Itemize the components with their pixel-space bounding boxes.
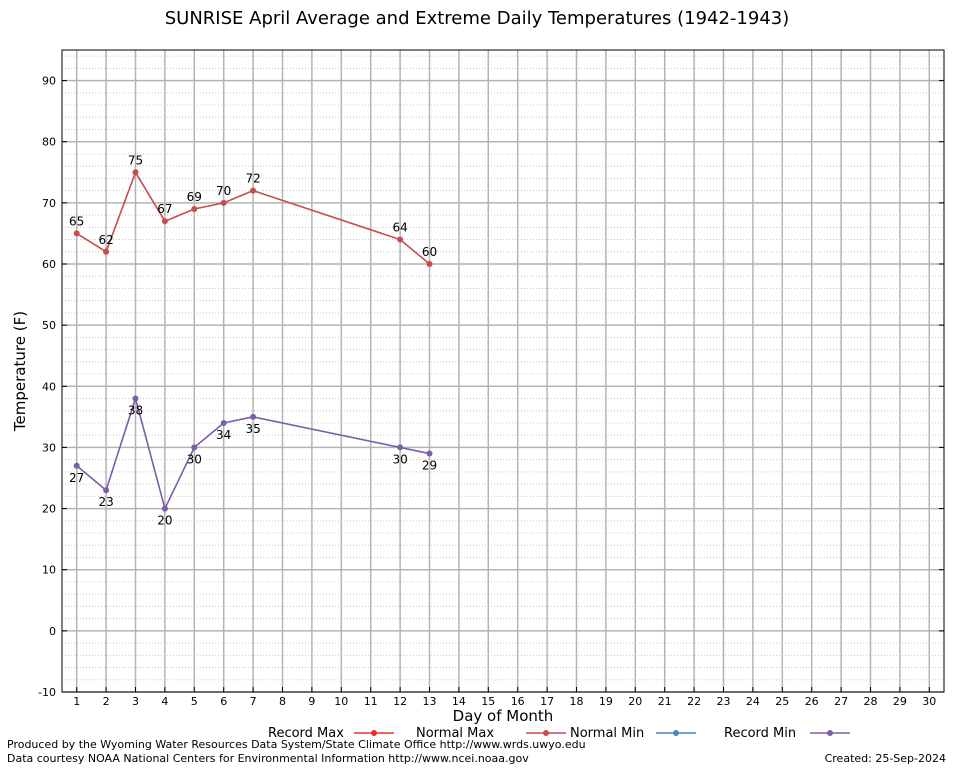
- x-tick-label: 23: [717, 695, 731, 708]
- y-tick-label: 30: [42, 441, 56, 454]
- y-axis-label: Temperature (F): [11, 311, 29, 432]
- normal-max-point: [397, 236, 404, 243]
- y-tick-label: 0: [49, 625, 56, 638]
- plot-frame: [61, 49, 945, 693]
- normal-max-point: [191, 205, 198, 212]
- x-tick-label: 10: [334, 695, 348, 708]
- normal-max-data-label: 75: [128, 153, 143, 167]
- normal-max-data-label: 67: [157, 202, 172, 216]
- legend-marker-normal-min: [673, 730, 679, 736]
- normal-max-point: [132, 169, 139, 176]
- record-min-point: [191, 444, 198, 451]
- record-min-data-label: 30: [392, 452, 407, 466]
- x-tick-label: 22: [687, 695, 701, 708]
- x-tick-label: 11: [364, 695, 378, 708]
- normal-max-data-label: 69: [187, 190, 202, 204]
- y-tick-label: 60: [42, 258, 56, 271]
- legend-marker-record-min: [827, 730, 833, 736]
- normal-max-data-label: 65: [69, 214, 84, 228]
- legend-marker-record-max: [371, 730, 377, 736]
- normal-max-data-label: 70: [216, 184, 231, 198]
- x-tick-label: 30: [922, 695, 936, 708]
- x-tick-label: 16: [511, 695, 525, 708]
- record-min-data-label: 35: [245, 422, 260, 436]
- normal-max-point: [103, 248, 110, 255]
- x-tick-label: 5: [191, 695, 198, 708]
- record-min-data-label: 23: [98, 495, 113, 509]
- x-tick-label: 4: [161, 695, 168, 708]
- footer-created-date: Created: 25-Sep-2024: [824, 752, 946, 765]
- record-min-data-label: 30: [187, 452, 202, 466]
- x-tick-label: 24: [746, 695, 760, 708]
- legend-label-normal-max: Normal Max: [416, 726, 494, 741]
- x-tick-label: 26: [805, 695, 819, 708]
- record-min-point: [132, 395, 139, 402]
- x-tick-label: 1: [73, 695, 80, 708]
- normal-max-point: [161, 218, 168, 225]
- x-tick-label: 6: [220, 695, 227, 708]
- record-min-point: [397, 444, 404, 451]
- x-axis-label: Day of Month: [453, 707, 554, 725]
- x-tick-label: 27: [834, 695, 848, 708]
- x-tick-label: 19: [599, 695, 613, 708]
- normal-max-data-label: 64: [392, 221, 407, 235]
- x-tick-label: 3: [132, 695, 139, 708]
- x-tick-label: 9: [308, 695, 315, 708]
- y-tick-label: 20: [42, 503, 56, 516]
- normal-max-point: [73, 230, 80, 237]
- record-min-point: [161, 505, 168, 512]
- chart-title: SUNRISE April Average and Extreme Daily …: [164, 8, 790, 29]
- normal-max-data-label: 72: [245, 172, 260, 186]
- x-tick-label: 17: [540, 695, 554, 708]
- record-min-data-label: 29: [422, 459, 437, 473]
- record-min-point: [103, 487, 110, 494]
- normal-max-data-label: 62: [98, 233, 113, 247]
- y-tick-label: 70: [42, 197, 56, 210]
- x-tick-label: 2: [103, 695, 110, 708]
- x-tick-label: 12: [393, 695, 407, 708]
- record-min-point: [426, 450, 433, 457]
- record-min-point: [250, 413, 257, 420]
- legend-label-record-min: Record Min: [724, 726, 796, 741]
- y-tick-label: 40: [42, 380, 56, 393]
- x-tick-label: 15: [481, 695, 495, 708]
- x-tick-label: 25: [775, 695, 789, 708]
- y-tick-label: 80: [42, 136, 56, 149]
- x-tick-label: 18: [570, 695, 584, 708]
- x-tick-label: 8: [279, 695, 286, 708]
- y-tick-label: 50: [42, 319, 56, 332]
- record-min-data-label: 38: [128, 404, 143, 418]
- legend-label-normal-min: Normal Min: [570, 726, 644, 741]
- x-tick-label: 7: [250, 695, 257, 708]
- x-tick-label: 28: [864, 695, 878, 708]
- y-tick-label: -10: [38, 686, 56, 699]
- legend-marker-normal-max: [543, 730, 549, 736]
- record-min-data-label: 20: [157, 514, 172, 528]
- footer-data-courtesy: Data courtesy NOAA National Centers for …: [7, 752, 529, 765]
- record-min-data-label: 27: [69, 471, 84, 485]
- x-tick-label: 14: [452, 695, 466, 708]
- x-tick-label: 13: [423, 695, 437, 708]
- normal-max-data-label: 60: [422, 245, 437, 259]
- record-min-point: [73, 462, 80, 469]
- legend-label-record-max: Record Max: [268, 726, 344, 741]
- y-tick-label: 90: [42, 75, 56, 88]
- x-tick-label: 29: [893, 695, 907, 708]
- record-min-point: [220, 419, 227, 426]
- record-min-data-label: 34: [216, 428, 231, 442]
- normal-max-point: [220, 199, 227, 206]
- x-tick-label: 21: [658, 695, 672, 708]
- normal-max-point: [250, 187, 257, 194]
- y-tick-label: 10: [42, 564, 56, 577]
- normal-max-point: [426, 261, 433, 267]
- footer-produced-by: Produced by the Wyoming Water Resources …: [7, 738, 586, 751]
- x-tick-label: 20: [628, 695, 642, 708]
